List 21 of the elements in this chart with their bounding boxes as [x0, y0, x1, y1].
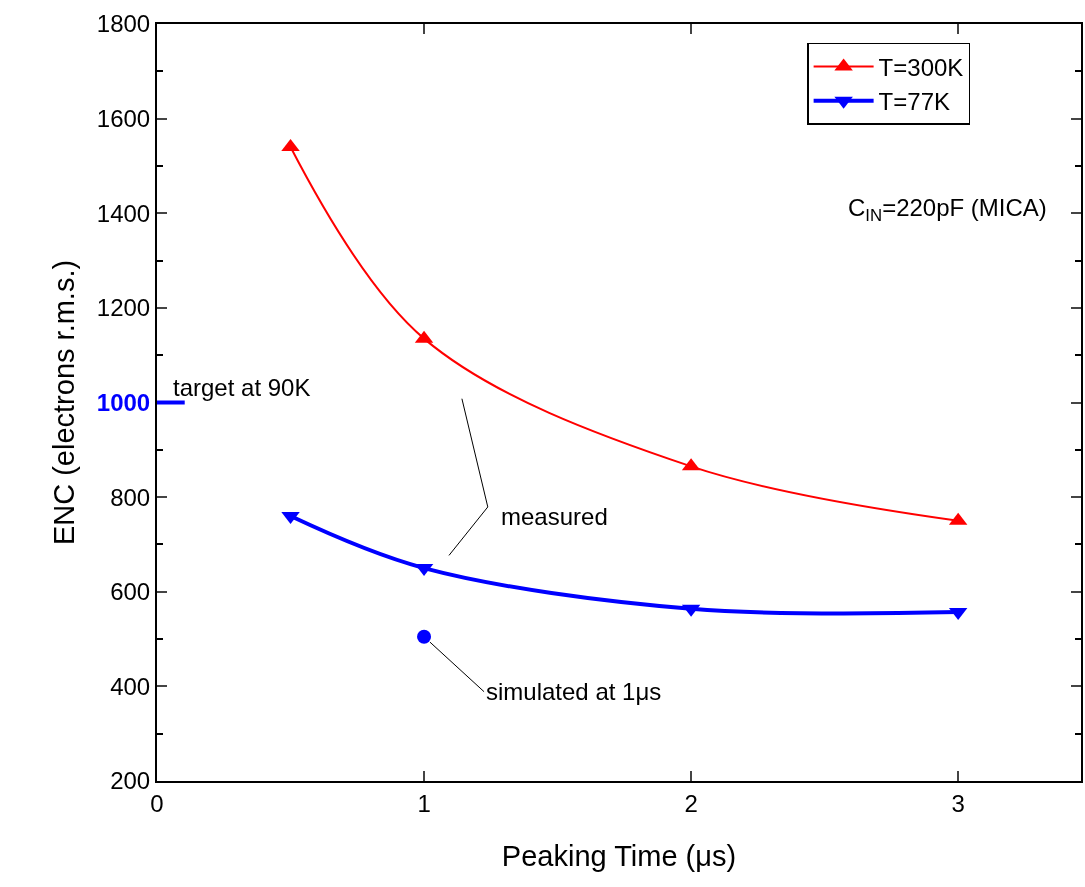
ref-line-label: target at 90K — [173, 374, 311, 401]
y-tick-label: 1200 — [96, 294, 151, 322]
x-tick-label: 1 — [417, 789, 431, 817]
y-tick-label: 800 — [110, 483, 151, 511]
y-tick-label: 1800 — [96, 10, 151, 38]
y-tick-label: 1400 — [96, 199, 151, 227]
x-tick-label: 0 — [150, 789, 164, 817]
x-tick-label: 2 — [684, 789, 698, 817]
y-axis-title: ENC (electrons r.m.s.) — [47, 259, 80, 546]
annotation: simulated at 1μs — [486, 678, 662, 705]
legend-label: T=300K — [878, 53, 964, 81]
y-tick-label: 1000 — [96, 388, 151, 416]
y-tick-label: 1600 — [96, 105, 151, 133]
x-axis-title: Peaking Time (μs) — [501, 840, 737, 873]
legend-label: T=77K — [878, 88, 951, 116]
annotation: measured — [501, 503, 608, 530]
annotation: C$_{IN}$=220pF (MICA) — [848, 194, 1047, 226]
y-tick-label: 600 — [110, 578, 151, 606]
y-tick-label: 200 — [110, 767, 151, 795]
x-tick-label: 3 — [951, 789, 965, 817]
y-tick-label: 400 — [110, 672, 151, 700]
